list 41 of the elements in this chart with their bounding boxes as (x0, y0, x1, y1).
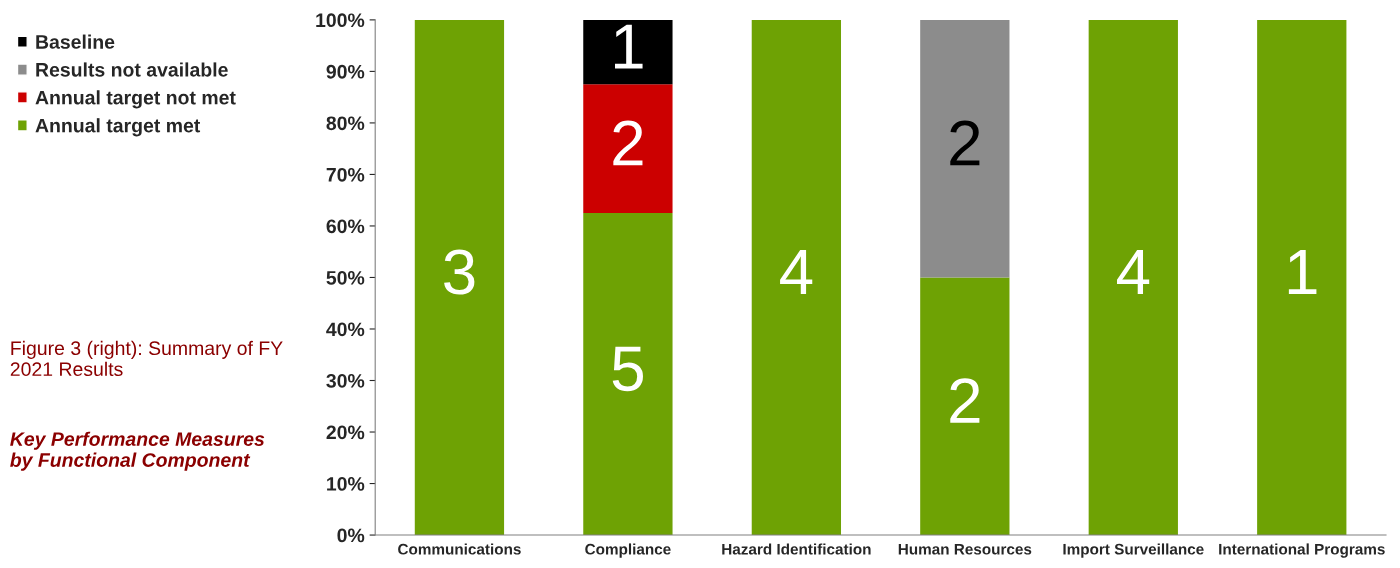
y-tick-label: 100% (316, 13, 365, 28)
annotation: 1 (615, 24, 643, 69)
bar (583, 19, 673, 85)
legend-label: Annual target met (35, 118, 201, 137)
y-tick-label: 50% (326, 270, 365, 285)
x-tick-label: Hazard Identification (722, 543, 871, 555)
annotation: 4 (780, 250, 813, 294)
y-tick-label: 80% (326, 116, 365, 131)
text: Key Performance Measures by Functional Component (10, 431, 265, 471)
annotation: 2 (613, 120, 643, 166)
annotation: 1 (1288, 250, 1317, 294)
y-tick-label: 0% (337, 528, 365, 543)
legend-label: Annual target not met (35, 90, 236, 109)
annotation: 2 (950, 120, 980, 166)
y-tick-label: 60% (326, 219, 365, 234)
bar (1088, 19, 1178, 536)
x-tick-label: Communications (398, 543, 521, 555)
legend-label: Baseline (36, 34, 115, 49)
x-tick-label: Human Resources (898, 543, 1032, 555)
y-tick-label: 20% (326, 425, 365, 440)
y-tick-label: 10% (327, 477, 365, 491)
x-tick-label: International Programs (1219, 543, 1385, 558)
annotation: 4 (1117, 250, 1150, 294)
y-tick-label: 30% (326, 373, 365, 388)
bar (920, 19, 1010, 278)
x-tick-label: Import Surveillance (1063, 543, 1204, 558)
x-tick-label: Compliance (585, 543, 671, 558)
y-tick-label: 90% (326, 64, 365, 79)
annotation: 5 (612, 346, 643, 392)
legend-label: Results not available (36, 62, 228, 77)
bar (583, 84, 673, 214)
bar (414, 19, 505, 536)
bar (751, 19, 842, 536)
bar (920, 277, 1010, 536)
y-tick-label: 40% (326, 322, 365, 337)
y-tick-label: 70% (326, 167, 365, 182)
bar (1257, 19, 1347, 536)
annotation: 3 (444, 249, 475, 295)
annotation: 2 (950, 378, 980, 423)
caption: Figure 3 (right): Summary of FY 2021 Results (10, 340, 283, 377)
bar (583, 213, 673, 536)
